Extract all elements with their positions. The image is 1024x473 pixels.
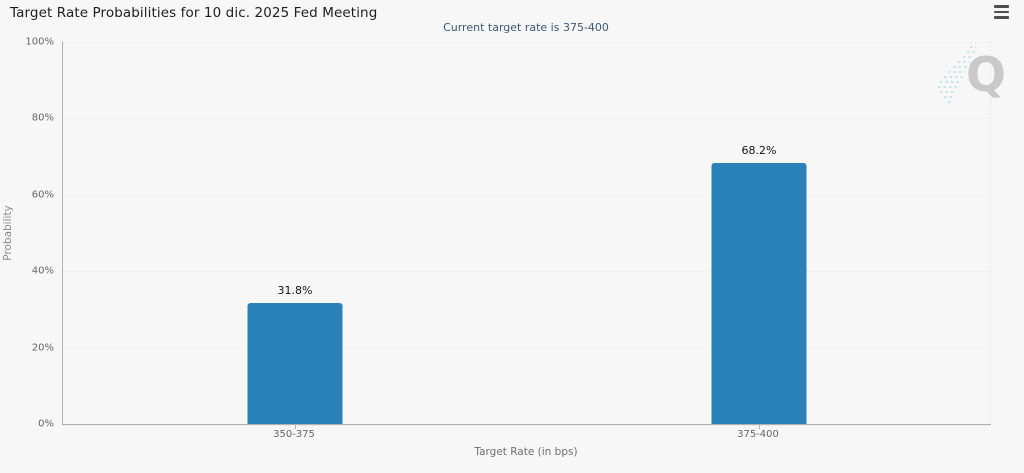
gridline-60	[63, 194, 991, 196]
x-axis-tick	[295, 425, 296, 429]
chart-context-menu-button[interactable]	[994, 5, 1011, 19]
y-tick-label: 20%	[31, 342, 54, 354]
x-axis-tick	[759, 425, 760, 429]
x-axis: 350-375 375-400	[62, 429, 990, 440]
y-tick-label: 40%	[31, 265, 54, 277]
chart-title: Target Rate Probabilities for 10 dic. 20…	[10, 5, 378, 21]
bar-value-label: 31.8%	[277, 283, 313, 297]
gridline-80	[63, 118, 991, 120]
bar-series: 31.8% 68.2%	[63, 42, 991, 429]
y-tick-label: 100%	[25, 36, 54, 48]
plot-right-border	[990, 42, 991, 424]
chart-subtitle: Current target rate is 375-400	[443, 21, 609, 34]
x-axis-title: Target Rate (in bps)	[474, 446, 578, 458]
y-tick-label: 0%	[38, 418, 54, 430]
y-tick-label: 80%	[31, 112, 54, 124]
gridline-100	[63, 42, 991, 43]
gridline-40	[63, 271, 991, 273]
plot-area: 31.8% 68.2%	[62, 42, 991, 429]
y-axis: 100% 80% 60% 40% 20% 0%	[0, 37, 57, 430]
x-tick-label: 375-400	[737, 429, 779, 440]
x-tick-label: 350-375	[273, 429, 315, 440]
gridline-20	[63, 347, 991, 349]
hamburger-icon	[994, 5, 1009, 8]
category-375-400: 68.2%	[527, 42, 991, 429]
category-350-375: 31.8%	[63, 42, 527, 429]
bar-value-label: 68.2%	[741, 144, 777, 158]
y-tick-label: 60%	[31, 189, 54, 201]
bar-350-375[interactable]	[247, 302, 343, 424]
bar-375-400[interactable]	[711, 163, 807, 424]
